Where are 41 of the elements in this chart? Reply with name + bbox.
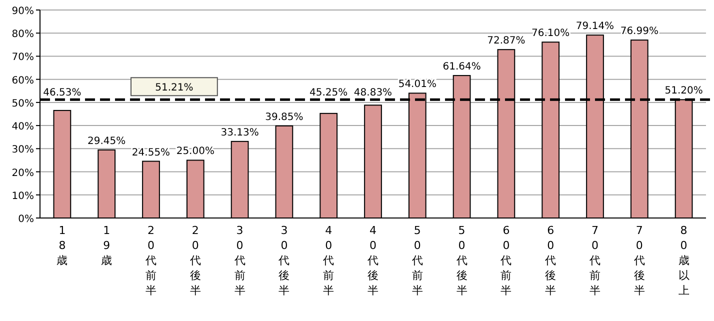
y-tick-label: 70% (12, 52, 34, 64)
data-label: 54.01% (398, 79, 436, 90)
data-label: 79.14% (576, 21, 614, 32)
x-tick-label: 30代前半 (233, 224, 246, 297)
ref-line-label: 51.21% (155, 82, 194, 94)
data-label: 72.87% (487, 36, 526, 47)
y-tick-label: 90% (12, 6, 34, 17)
data-label: 25.00% (176, 146, 214, 158)
x-tick-label: 50代後半 (455, 224, 468, 297)
y-tick-label: 0% (18, 214, 34, 225)
x-tick-label: 40代前半 (322, 224, 334, 297)
x-tick-label: 18歳 (56, 224, 68, 267)
x-tick-label: 70代後半 (632, 224, 645, 297)
data-label: 24.55% (132, 147, 170, 158)
data-label: 51.20% (664, 86, 703, 97)
y-tick-label: 50% (12, 98, 34, 110)
x-tick-label: 19歳 (101, 224, 112, 267)
data-label: 33.13% (220, 127, 259, 138)
y-tick-label: 80% (12, 29, 34, 40)
x-tick-label: 70代前半 (588, 224, 600, 297)
data-label: 46.53% (43, 88, 82, 99)
data-label: 39.85% (265, 112, 304, 123)
x-tick-label: 30代後半 (278, 224, 290, 297)
y-tick-label: 30% (12, 144, 34, 156)
y-tick-label: 60% (12, 75, 34, 86)
data-label: 76.99% (620, 26, 658, 38)
x-tick-label: 20代後半 (188, 224, 201, 297)
x-tick-label: 50代前半 (410, 224, 423, 297)
x-tick-label: 40代後半 (366, 224, 378, 297)
x-tick-label: 20代前半 (144, 224, 156, 297)
y-tick-label: 10% (12, 190, 34, 202)
data-label: 48.83% (354, 88, 392, 99)
data-label: 76.10% (532, 28, 570, 40)
y-tick-label: 20% (12, 168, 34, 179)
data-label: 45.25% (310, 88, 348, 99)
x-tick-label: 80歳以上 (678, 224, 690, 297)
data-label: 29.45% (88, 136, 126, 147)
x-tick-label: 60代前半 (500, 224, 512, 297)
data-label: 61.64% (442, 62, 481, 73)
x-tick-label: 60代後半 (544, 224, 556, 297)
y-tick-label: 40% (12, 122, 34, 133)
